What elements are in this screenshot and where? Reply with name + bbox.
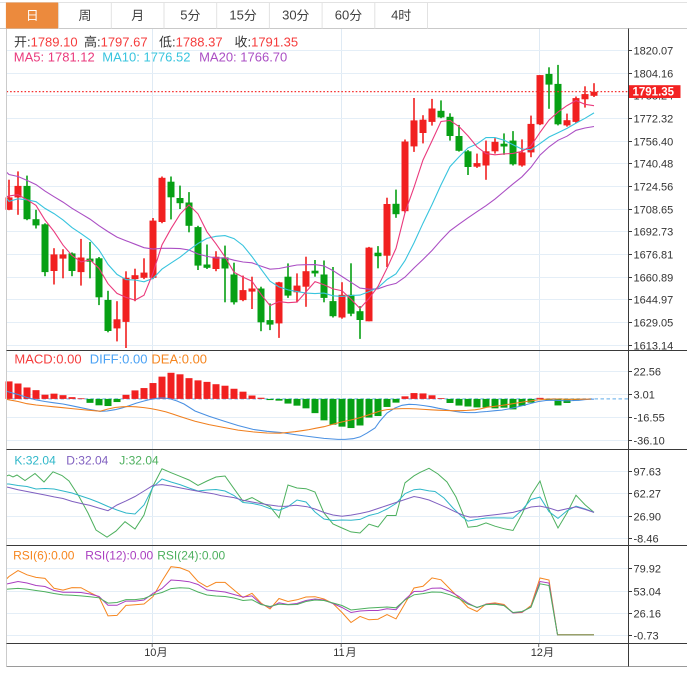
svg-text:62.27: 62.27 [634, 488, 662, 500]
svg-text:RSI(6):0.00: RSI(6):0.00 [13, 549, 75, 563]
svg-text:DIFF:0.00: DIFF:0.00 [90, 352, 148, 367]
svg-text:1789.10: 1789.10 [31, 35, 78, 50]
svg-text:1660.89: 1660.89 [634, 272, 674, 284]
svg-text:MA10: 1776.52: MA10: 1776.52 [102, 50, 190, 65]
svg-text:MA20: 1766.70: MA20: 1766.70 [199, 50, 287, 65]
svg-text:3.01: 3.01 [634, 389, 655, 401]
svg-text:1740.48: 1740.48 [634, 158, 674, 170]
svg-text:11: 11 [333, 647, 344, 659]
svg-text:-16.55: -16.55 [634, 412, 665, 424]
svg-text:J:32.04: J:32.04 [119, 454, 159, 468]
svg-text::: : [248, 35, 252, 50]
svg-text:1724.56: 1724.56 [634, 181, 674, 193]
svg-text:1791.35: 1791.35 [251, 35, 298, 50]
svg-text:1804.16: 1804.16 [634, 68, 674, 80]
svg-text::: : [97, 35, 101, 50]
svg-text:22.56: 22.56 [634, 366, 662, 378]
svg-text:-0.73: -0.73 [634, 630, 659, 642]
svg-text:1629.05: 1629.05 [634, 317, 674, 329]
svg-text:1756.40: 1756.40 [634, 136, 674, 148]
svg-text:-8.46: -8.46 [634, 533, 659, 545]
svg-text:1692.73: 1692.73 [634, 226, 674, 238]
svg-text:RSI(12):0.00: RSI(12):0.00 [85, 549, 153, 563]
svg-text:DEA:0.00: DEA:0.00 [151, 352, 207, 367]
svg-text:1788.37: 1788.37 [176, 35, 223, 50]
svg-text:5: 5 [180, 7, 187, 22]
svg-text:1820.07: 1820.07 [634, 45, 674, 57]
svg-text:RSI(24):0.00: RSI(24):0.00 [157, 549, 225, 563]
svg-text:1797.67: 1797.67 [101, 35, 148, 50]
svg-text:1791.35: 1791.35 [633, 87, 675, 99]
svg-text::: : [172, 35, 176, 50]
svg-text:1644.97: 1644.97 [634, 294, 674, 306]
svg-text:4: 4 [391, 7, 398, 22]
svg-text:1676.81: 1676.81 [634, 249, 674, 261]
svg-text:MACD:0.00: MACD:0.00 [14, 352, 81, 367]
svg-text:D:32.04: D:32.04 [66, 454, 108, 468]
svg-text:1772.32: 1772.32 [634, 113, 674, 125]
svg-text:K:32.04: K:32.04 [14, 454, 56, 468]
svg-text::: : [27, 35, 31, 50]
svg-text:12: 12 [531, 647, 543, 659]
svg-text:26.16: 26.16 [634, 608, 662, 620]
svg-text:MA5: 1781.12: MA5: 1781.12 [14, 50, 95, 65]
svg-text:53.04: 53.04 [634, 586, 662, 598]
svg-text:97.63: 97.63 [634, 466, 662, 478]
svg-text:-36.10: -36.10 [634, 435, 665, 447]
svg-text:26.90: 26.90 [634, 511, 662, 523]
svg-text:79.92: 79.92 [634, 563, 662, 575]
svg-text:10: 10 [144, 647, 156, 659]
svg-text:1613.14: 1613.14 [634, 340, 674, 352]
svg-text:1708.65: 1708.65 [634, 204, 674, 216]
svg-text:30: 30 [282, 7, 296, 22]
svg-text:60: 60 [335, 7, 349, 22]
svg-text:15: 15 [229, 7, 243, 22]
